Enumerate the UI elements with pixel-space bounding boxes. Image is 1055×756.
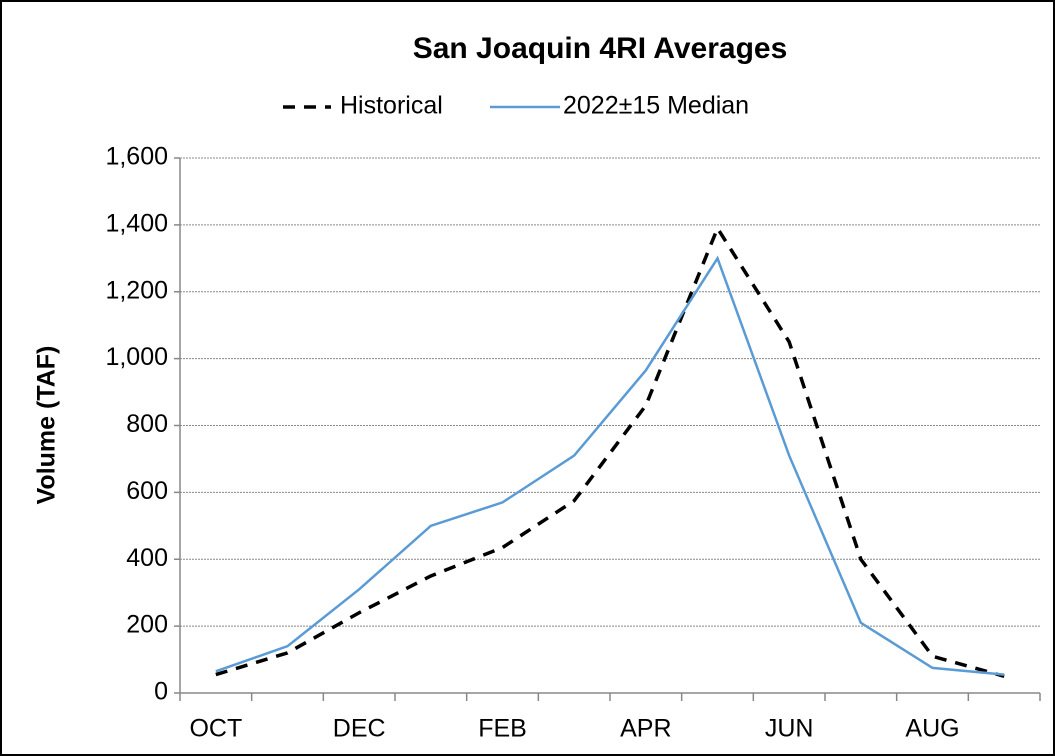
- x-tick-label: DEC: [333, 715, 386, 743]
- x-tick-label: APR: [620, 715, 671, 743]
- y-tick-label: 1,000: [105, 343, 168, 371]
- x-tick-label: JUN: [765, 715, 814, 743]
- y-tick-label: 1,200: [105, 276, 168, 304]
- y-axis-label: Volume (TAF): [33, 346, 61, 505]
- chart-title: San Joaquin 4RI Averages: [413, 32, 788, 65]
- y-tick-label: 1,600: [105, 143, 168, 171]
- y-tick-label: 800: [126, 410, 168, 438]
- line-series: [215, 224, 1005, 678]
- line-series: [215, 255, 1005, 676]
- x-tick-label: AUG: [905, 715, 959, 743]
- legend-label: Historical: [340, 92, 443, 120]
- x-tick-label: FEB: [478, 715, 527, 743]
- legend-label: 2022±15 Median: [563, 92, 749, 120]
- y-tick-label: 0: [154, 678, 168, 706]
- y-tick-label: 200: [126, 611, 168, 639]
- y-tick-label: 1,400: [105, 209, 168, 237]
- y-tick-label: 600: [126, 477, 168, 505]
- x-tick-label: OCT: [189, 715, 242, 743]
- y-tick-label: 400: [126, 544, 168, 572]
